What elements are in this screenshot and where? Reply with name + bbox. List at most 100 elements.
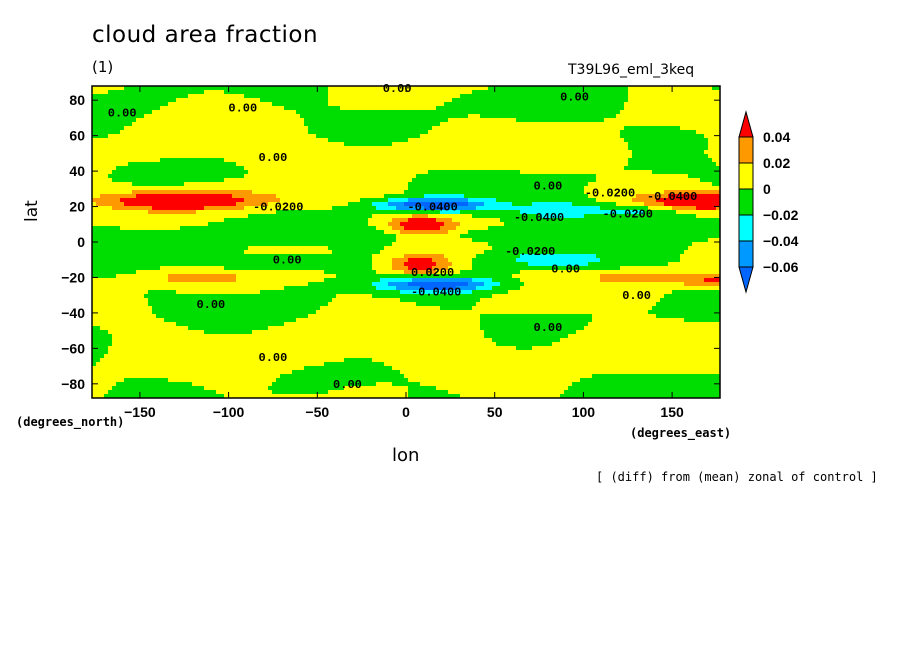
contour-cell [224, 206, 228, 210]
contour-cell [252, 310, 256, 314]
contour-cell [292, 362, 296, 366]
contour-cell [128, 122, 132, 126]
contour-cell [168, 214, 172, 218]
contour-cell [224, 154, 228, 158]
contour-cell [136, 326, 140, 330]
contour-cell [284, 166, 288, 170]
contour-cell [260, 242, 264, 246]
contour-cell [104, 338, 108, 342]
contour-cell [180, 258, 184, 262]
contour-cell [204, 290, 208, 294]
contour-cell [96, 118, 100, 122]
contour-cell [260, 302, 264, 306]
contour-cell [320, 238, 324, 242]
contour-cell [156, 142, 160, 146]
contour-cell [152, 122, 156, 126]
contour-cell [180, 354, 184, 358]
contour-cell [292, 270, 296, 274]
contour-cell [280, 346, 284, 350]
contour-cell [272, 118, 276, 122]
contour-cell [336, 166, 340, 170]
contour-cell [252, 202, 256, 206]
contour-cell [124, 142, 128, 146]
contour-cell [116, 298, 120, 302]
contour-cell [236, 110, 240, 114]
contour-cell [152, 182, 156, 186]
contour-cell [108, 122, 112, 126]
contour-cell [236, 182, 240, 186]
contour-cell [252, 130, 256, 134]
contour-cell [196, 226, 200, 230]
contour-cell [212, 334, 216, 338]
contour-cell [312, 338, 316, 342]
contour-cell [244, 346, 248, 350]
contour-cell [96, 226, 100, 230]
contour-cell [148, 358, 152, 362]
contour-cell [284, 254, 288, 258]
contour-cell [292, 178, 296, 182]
contour-cell [104, 186, 108, 190]
contour-cell [144, 150, 148, 154]
contour-cell [208, 310, 212, 314]
contour-cell [104, 102, 108, 106]
contour-cell [152, 306, 156, 310]
contour-cell [320, 158, 324, 162]
contour-cell [296, 306, 300, 310]
contour-cell [324, 126, 328, 130]
contour-cell [252, 186, 256, 190]
contour-cell [140, 90, 144, 94]
contour-cell [100, 130, 104, 134]
contour-cell [148, 122, 152, 126]
contour-cell [140, 138, 144, 142]
contour-cell [248, 334, 252, 338]
contour-cell [332, 126, 336, 130]
contour-cell [164, 322, 168, 326]
contour-cell [120, 194, 124, 198]
contour-cell [320, 190, 324, 194]
contour-cell [144, 386, 148, 390]
contour-cell [128, 374, 132, 378]
contour-cell [128, 370, 132, 374]
contour-cell [216, 222, 220, 226]
contour-cell [292, 138, 296, 142]
contour-cell [232, 162, 236, 166]
contour-cell [196, 378, 200, 382]
contour-cell [284, 178, 288, 182]
contour-cell [208, 254, 212, 258]
contour-cell [268, 378, 272, 382]
contour-cell [188, 378, 192, 382]
contour-cell [272, 166, 276, 170]
contour-cell [132, 358, 136, 362]
contour-cell [280, 98, 284, 102]
contour-cell [116, 210, 120, 214]
contour-cell [172, 126, 176, 130]
contour-cell [328, 182, 332, 186]
contour-cell [276, 226, 280, 230]
contour-cell [124, 230, 128, 234]
contour-cell [172, 286, 176, 290]
contour-cell [120, 290, 124, 294]
contour-cell [164, 210, 168, 214]
contour-cell [208, 246, 212, 250]
contour-cell [312, 294, 316, 298]
contour-cell [184, 178, 188, 182]
contour-cell [340, 142, 344, 146]
contour-cell [128, 218, 132, 222]
contour-cell [152, 358, 156, 362]
contour-cell [284, 290, 288, 294]
contour-cell [172, 142, 176, 146]
contour-cell [272, 98, 276, 102]
contour-cell [108, 314, 112, 318]
contour-cell [328, 354, 332, 358]
contour-cell [328, 338, 332, 342]
contour-cell [132, 302, 136, 306]
contour-cell [156, 358, 160, 362]
contour-cell [264, 210, 268, 214]
contour-cell [240, 258, 244, 262]
contour-cell [296, 154, 300, 158]
contour-cell [264, 302, 268, 306]
contour-cell [324, 234, 328, 238]
contour-cell [208, 130, 212, 134]
contour-cell [284, 94, 288, 98]
contour-cell [284, 318, 288, 322]
